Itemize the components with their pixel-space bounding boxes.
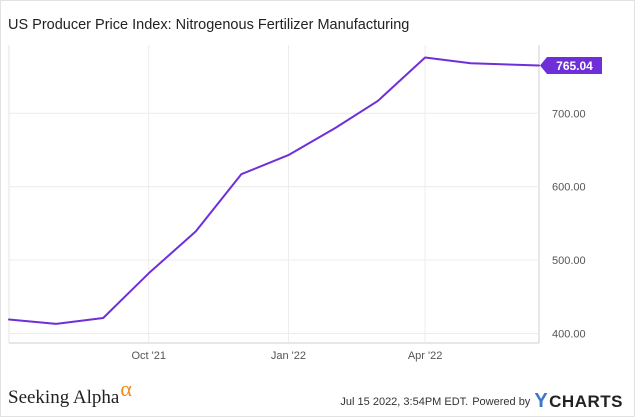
y-axis: 400.00 500.00 600.00 700.00 <box>552 108 586 340</box>
x-axis: Oct '21 Jan '22 Apr '22 <box>131 350 442 362</box>
series-layer <box>8 56 540 325</box>
chart-title: US Producer Price Index: Nitrogenous Fer… <box>8 17 410 33</box>
brand-name: Seeking Alpha <box>8 387 120 408</box>
series-line <box>8 56 540 325</box>
y-tick-label: 400.00 <box>552 328 586 340</box>
last-value-label: 765.04 <box>556 59 593 73</box>
y-tick-label: 500.00 <box>552 255 586 267</box>
x-tick-label: Jan '22 <box>271 350 306 362</box>
alpha-symbol-icon: α <box>120 376 132 401</box>
last-value-badge <box>540 57 602 75</box>
x-tick-label: Apr '22 <box>408 350 443 362</box>
timestamp: Jul 15 2022, 3:54PM EDT. <box>340 395 469 408</box>
ycharts-wordmark: CHARTS <box>549 391 623 411</box>
grid-lines <box>8 45 540 344</box>
seeking-alpha-logo[interactable]: Seeking Alphaα <box>8 376 132 409</box>
last-value-marker: 765.04 <box>540 57 602 75</box>
ycharts-y-icon: Y <box>534 390 549 412</box>
footer-credits: Jul 15 2022, 3:54PM EDT. Powered by Y CHA… <box>340 390 623 413</box>
ycharts-logo[interactable]: Y CHARTS <box>534 390 623 413</box>
x-tick-label: Oct '21 <box>131 350 166 362</box>
y-tick-label: 700.00 <box>552 108 586 120</box>
y-tick-label: 600.00 <box>552 182 586 194</box>
powered-by-label: Powered by <box>472 395 531 408</box>
